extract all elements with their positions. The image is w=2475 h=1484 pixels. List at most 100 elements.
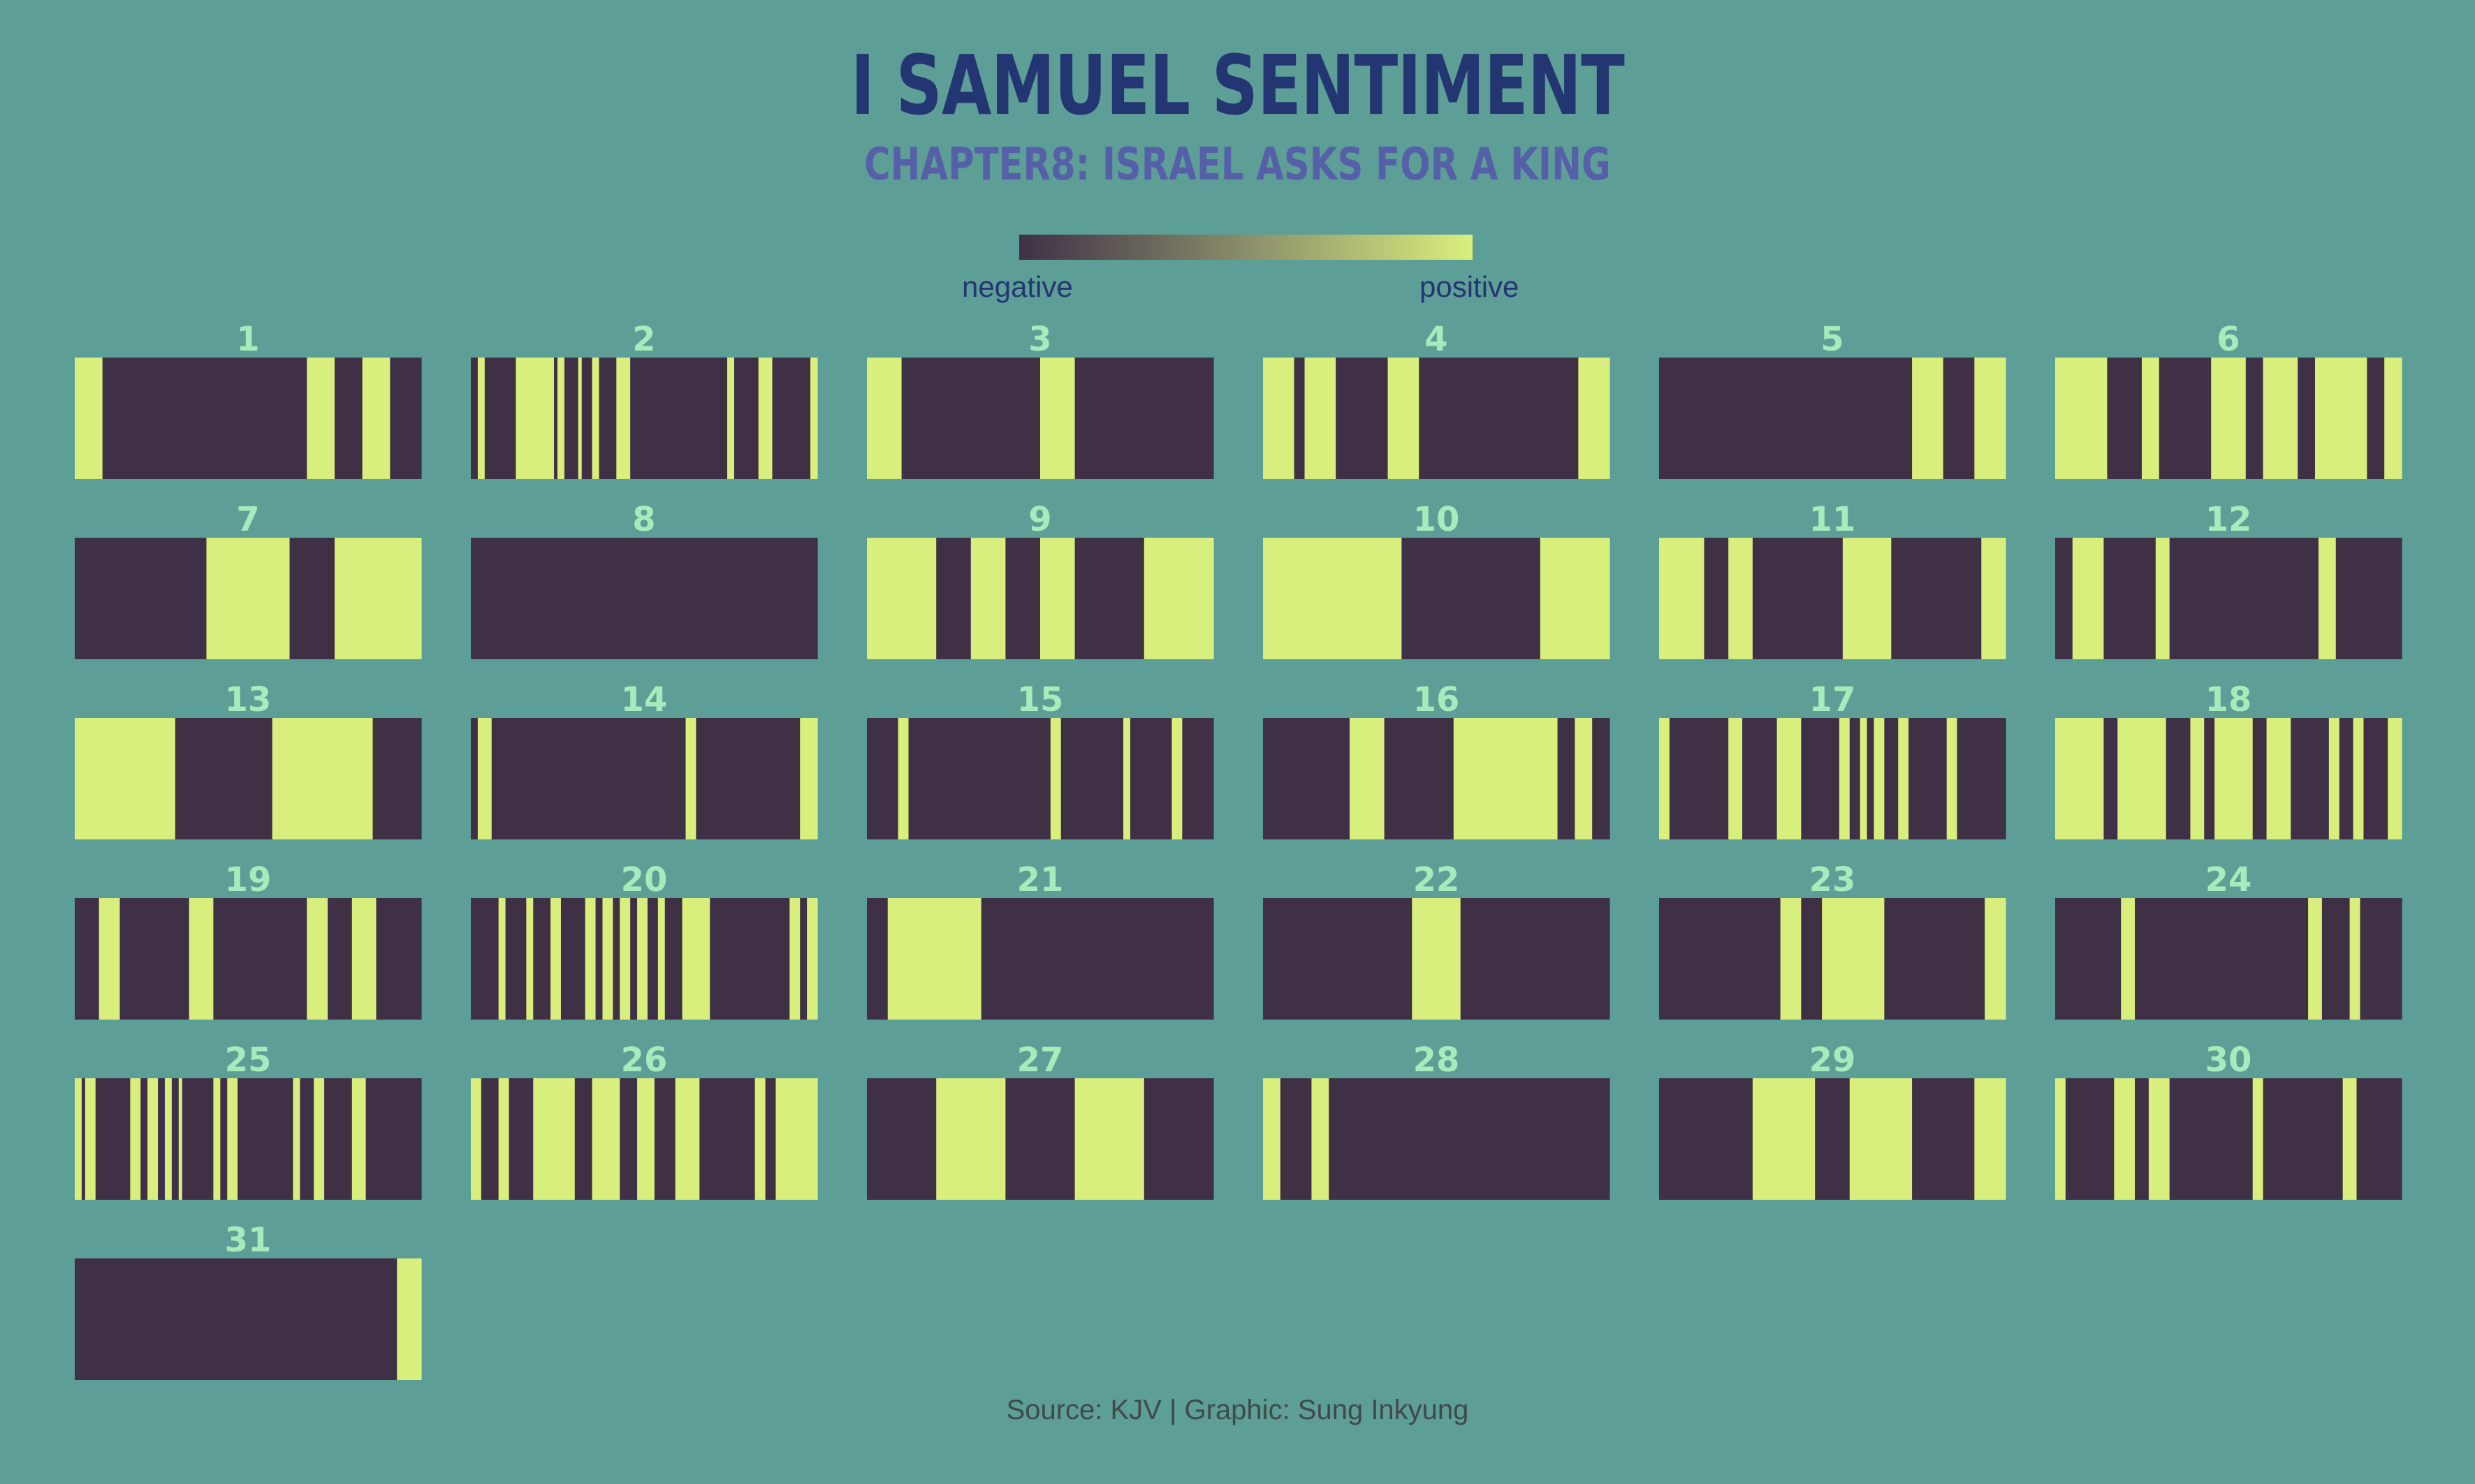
sentiment-segment <box>2353 718 2365 839</box>
sentiment-segment <box>2214 718 2254 839</box>
sentiment-segment <box>1752 1078 1816 1200</box>
chapter-label: 11 <box>1809 500 1856 539</box>
sentiment-segment <box>2367 358 2385 479</box>
sentiment-segment <box>1839 718 1850 839</box>
sentiment-segment <box>685 718 696 839</box>
chapter-label: 3 <box>1028 320 1051 359</box>
sentiment-segment <box>2204 718 2215 839</box>
sentiment-segment <box>657 898 666 1020</box>
sentiment-segment <box>2363 718 2388 839</box>
sentiment-segment <box>95 1078 131 1200</box>
sentiment-segment <box>75 1078 82 1200</box>
sentiment-segment <box>2328 718 2340 839</box>
sentiment-segment <box>1074 358 1214 479</box>
legend-negative-label: negative <box>962 270 1073 303</box>
sentiment-segment <box>314 1078 325 1200</box>
chapter-panel-8: 8 <box>471 500 818 659</box>
sentiment-segment <box>390 358 422 479</box>
sentiment-segment <box>481 1078 499 1200</box>
sentiment-segment <box>2055 358 2108 479</box>
chapter-label: 23 <box>1809 860 1856 899</box>
sentiment-segment <box>1401 538 1541 659</box>
sentiment-segment <box>372 718 422 839</box>
sentiment-segment <box>1412 898 1461 1020</box>
sentiment-segment <box>2072 538 2105 659</box>
chapter-panel-21: 21 <box>867 860 1214 1020</box>
sentiment-segment <box>328 898 353 1020</box>
sentiment-segment <box>620 1078 638 1200</box>
sentiment-segment <box>1912 1078 1975 1200</box>
sentiment-segment <box>213 898 307 1020</box>
chapter-panel-26: 26 <box>471 1041 818 1200</box>
sentiment-segment <box>324 1078 353 1200</box>
sentiment-segment <box>1263 1078 1281 1200</box>
sentiment-segment <box>1144 1078 1214 1200</box>
sentiment-segment <box>2159 358 2212 479</box>
sentiment-segment <box>1557 718 1575 839</box>
sentiment-segment <box>2055 538 2073 659</box>
sentiment-segment <box>550 898 562 1020</box>
sentiment-segment <box>613 898 620 1020</box>
sentiment-segment <box>800 898 808 1020</box>
sentiment-segment <box>2055 1078 2066 1200</box>
chapter-panel-20: 20 <box>471 860 818 1020</box>
sentiment-segment <box>710 898 790 1020</box>
chapter-label: 13 <box>225 680 272 719</box>
sentiment-segment <box>2388 718 2402 839</box>
chapter-label: 24 <box>2205 860 2252 899</box>
sentiment-segment <box>727 358 735 479</box>
sentiment-segment <box>1074 1078 1145 1200</box>
sentiment-segment <box>1040 538 1076 659</box>
sentiment-segment <box>1171 718 1183 839</box>
sentiment-segment <box>675 1078 700 1200</box>
sentiment-segment <box>1659 898 1781 1020</box>
sentiment-segment <box>484 358 517 479</box>
sentiment-segment <box>647 898 659 1020</box>
sentiment-segment <box>1384 718 1454 839</box>
sentiment-segment <box>1912 358 1944 479</box>
sentiment-segment <box>1669 718 1729 839</box>
sentiment-segment <box>164 1078 173 1200</box>
sentiment-segment <box>158 1078 166 1200</box>
chapter-label: 7 <box>236 500 259 539</box>
sentiment-segment <box>1182 718 1214 839</box>
chapter-panel-16: 16 <box>1263 680 1610 839</box>
sentiment-segment <box>867 898 889 1020</box>
sentiment-segment <box>365 1078 422 1200</box>
chapter-label: 8 <box>632 500 655 539</box>
sentiment-segment <box>2142 358 2160 479</box>
sentiment-segment <box>75 358 103 479</box>
chapter-label: 17 <box>1809 680 1856 719</box>
chapter-panel-7: 7 <box>75 500 422 659</box>
sentiment-segment <box>592 358 600 479</box>
sentiment-segment <box>1263 358 1295 479</box>
sentiment-segment <box>293 1078 300 1200</box>
sentiment-segment <box>2190 718 2205 839</box>
sentiment-segment <box>2349 898 2361 1020</box>
sentiment-segment <box>220 1078 228 1200</box>
sentiment-segment <box>81 1078 86 1200</box>
sentiment-segment <box>178 1078 183 1200</box>
sentiment-segment <box>1060 718 1124 839</box>
sentiment-segment <box>471 1078 482 1200</box>
chapter-label: 21 <box>1017 860 1064 899</box>
chapter-label: 28 <box>1413 1041 1460 1080</box>
sentiment-segment <box>1898 718 1909 839</box>
sentiment-segment <box>1867 718 1875 839</box>
sentiment-segment <box>2356 1078 2402 1200</box>
sentiment-segment <box>1742 718 1778 839</box>
sentiment-segment <box>560 898 586 1020</box>
sentiment-segment <box>491 718 687 839</box>
sentiment-segment <box>1908 718 1948 839</box>
chapter-panel-4: 4 <box>1263 320 1610 479</box>
chapter-panel-19: 19 <box>75 860 422 1020</box>
chapter-label: 2 <box>632 320 655 359</box>
sentiment-segment <box>1974 358 2006 479</box>
sentiment-segment <box>758 358 773 479</box>
sentiment-segment <box>981 898 1214 1020</box>
sentiment-segment <box>238 1078 294 1200</box>
chapter-label: 22 <box>1413 860 1460 899</box>
sentiment-segment <box>2252 718 2268 839</box>
sentiment-segment <box>1540 538 1610 659</box>
sentiment-segment <box>307 358 335 479</box>
